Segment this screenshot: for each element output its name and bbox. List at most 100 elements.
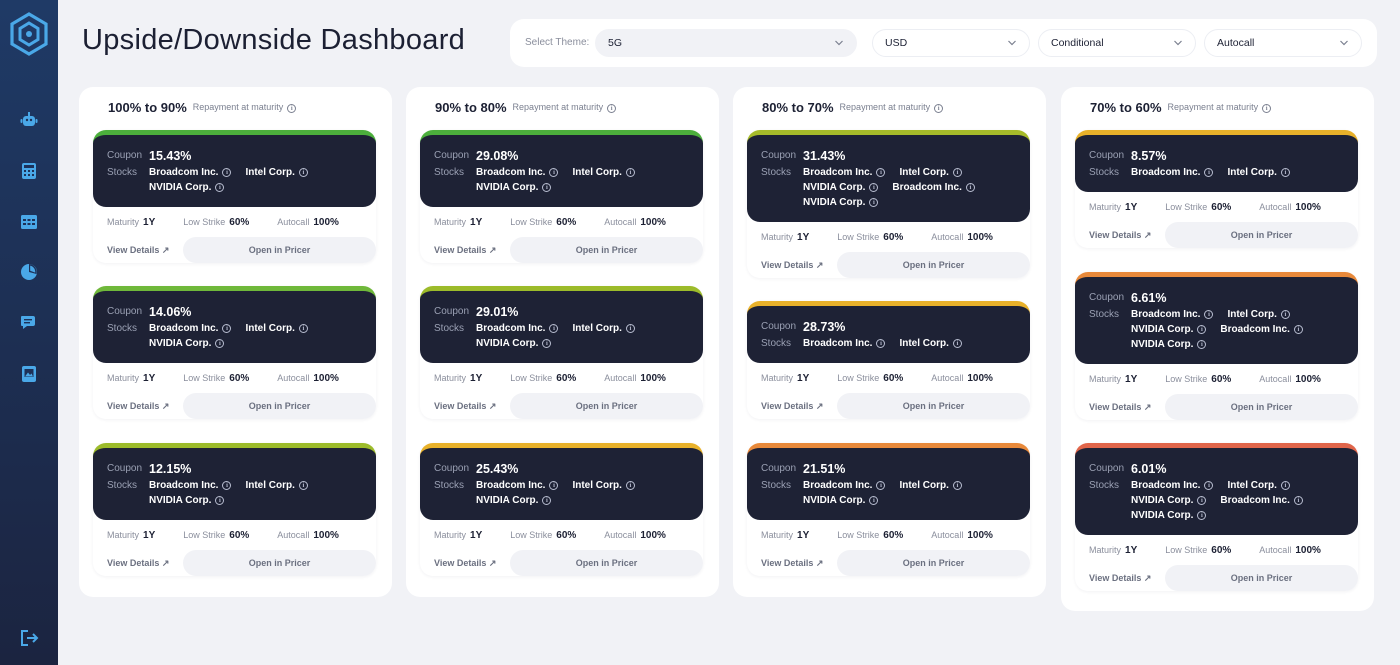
info-icon[interactable]: i — [287, 103, 297, 113]
info-icon[interactable]: i — [1262, 103, 1272, 113]
stock-item[interactable]: Intel Corp. i — [1227, 309, 1290, 320]
info-icon[interactable]: i — [298, 323, 308, 333]
nav-calculator[interactable] — [15, 157, 43, 185]
stock-item[interactable]: Intel Corp. i — [899, 338, 962, 349]
theme-select[interactable]: 5G — [595, 29, 857, 57]
info-icon[interactable]: i — [876, 167, 886, 177]
open-in-pricer-button[interactable]: Open in Pricer — [510, 393, 703, 419]
stock-item[interactable]: NVIDIA Corp. i — [803, 182, 879, 193]
stock-item[interactable]: Broadcom Inc. i — [149, 323, 232, 334]
stock-item[interactable]: NVIDIA Corp. i — [1131, 510, 1207, 521]
info-icon[interactable]: i — [215, 182, 225, 192]
stock-item[interactable]: NVIDIA Corp. i — [476, 182, 552, 193]
info-icon[interactable]: i — [298, 167, 308, 177]
info-icon[interactable]: i — [952, 167, 962, 177]
stock-item[interactable]: Intel Corp. i — [899, 480, 962, 491]
info-icon[interactable]: i — [549, 480, 559, 490]
stock-item[interactable]: Intel Corp. i — [572, 480, 635, 491]
info-icon[interactable]: i — [1293, 324, 1303, 334]
open-in-pricer-button[interactable]: Open in Pricer — [510, 237, 703, 263]
stock-item[interactable]: NVIDIA Corp. i — [149, 182, 225, 193]
info-icon[interactable]: i — [1280, 480, 1290, 490]
info-icon[interactable]: i — [542, 495, 552, 505]
view-details-link[interactable]: View Details ↗ — [761, 401, 837, 412]
open-in-pricer-button[interactable]: Open in Pricer — [1165, 394, 1358, 420]
info-icon[interactable]: i — [549, 167, 559, 177]
open-in-pricer-button[interactable]: Open in Pricer — [183, 393, 376, 419]
info-icon[interactable]: i — [1204, 480, 1214, 490]
stock-item[interactable]: NVIDIA Corp. i — [476, 338, 552, 349]
view-details-link[interactable]: View Details ↗ — [1089, 230, 1165, 241]
stock-item[interactable]: Broadcom Inc. i — [892, 182, 975, 193]
info-icon[interactable]: i — [1204, 167, 1214, 177]
info-icon[interactable]: i — [934, 103, 944, 113]
stock-item[interactable]: Broadcom Inc. i — [149, 480, 232, 491]
stock-item[interactable]: NVIDIA Corp. i — [149, 495, 225, 506]
stock-item[interactable]: Intel Corp. i — [245, 323, 308, 334]
info-icon[interactable]: i — [1197, 339, 1207, 349]
stock-item[interactable]: Intel Corp. i — [1227, 480, 1290, 491]
stock-item[interactable]: NVIDIA Corp. i — [803, 197, 879, 208]
info-icon[interactable]: i — [1280, 167, 1290, 177]
view-details-link[interactable]: View Details ↗ — [107, 401, 183, 412]
stock-item[interactable]: Intel Corp. i — [899, 167, 962, 178]
stock-item[interactable]: NVIDIA Corp. i — [803, 495, 879, 506]
view-details-link[interactable]: View Details ↗ — [107, 245, 183, 256]
view-details-link[interactable]: View Details ↗ — [1089, 573, 1165, 584]
stock-item[interactable]: Broadcom Inc. i — [803, 338, 886, 349]
view-details-link[interactable]: View Details ↗ — [434, 558, 510, 569]
info-icon[interactable]: i — [298, 480, 308, 490]
app-logo-icon[interactable] — [9, 12, 49, 56]
stock-item[interactable]: Intel Corp. i — [245, 480, 308, 491]
info-icon[interactable]: i — [222, 480, 232, 490]
info-icon[interactable]: i — [215, 495, 225, 505]
info-icon[interactable]: i — [1197, 510, 1207, 520]
currency-select[interactable]: USD — [872, 29, 1030, 57]
info-icon[interactable]: i — [625, 167, 635, 177]
stock-item[interactable]: Intel Corp. i — [1227, 167, 1290, 178]
info-icon[interactable]: i — [542, 182, 552, 192]
info-icon[interactable]: i — [1280, 309, 1290, 319]
open-in-pricer-button[interactable]: Open in Pricer — [183, 550, 376, 576]
info-icon[interactable]: i — [869, 495, 879, 505]
info-icon[interactable]: i — [876, 480, 886, 490]
info-icon[interactable]: i — [952, 338, 962, 348]
view-details-link[interactable]: View Details ↗ — [434, 245, 510, 256]
info-icon[interactable]: i — [1204, 309, 1214, 319]
stock-item[interactable]: Broadcom Inc. i — [1220, 495, 1303, 506]
stock-item[interactable]: NVIDIA Corp. i — [1131, 324, 1207, 335]
stock-item[interactable]: Intel Corp. i — [572, 323, 635, 334]
info-icon[interactable]: i — [952, 480, 962, 490]
info-icon[interactable]: i — [607, 103, 617, 113]
open-in-pricer-button[interactable]: Open in Pricer — [1165, 222, 1358, 248]
stock-item[interactable]: Broadcom Inc. i — [1131, 167, 1214, 178]
stock-item[interactable]: Broadcom Inc. i — [476, 167, 559, 178]
nav-image-book[interactable] — [15, 360, 43, 388]
info-icon[interactable]: i — [549, 323, 559, 333]
stock-item[interactable]: Intel Corp. i — [572, 167, 635, 178]
info-icon[interactable]: i — [1293, 495, 1303, 505]
view-details-link[interactable]: View Details ↗ — [107, 558, 183, 569]
view-details-link[interactable]: View Details ↗ — [761, 260, 837, 271]
info-icon[interactable]: i — [215, 338, 225, 348]
stock-item[interactable]: Broadcom Inc. i — [476, 480, 559, 491]
stock-item[interactable]: Broadcom Inc. i — [1131, 309, 1214, 320]
product-select[interactable]: Autocall — [1204, 29, 1362, 57]
info-icon[interactable]: i — [222, 167, 232, 177]
stock-item[interactable]: Broadcom Inc. i — [803, 167, 886, 178]
nav-table[interactable] — [15, 208, 43, 236]
open-in-pricer-button[interactable]: Open in Pricer — [837, 252, 1030, 278]
nav-pie-chart[interactable] — [15, 258, 43, 286]
open-in-pricer-button[interactable]: Open in Pricer — [837, 550, 1030, 576]
info-icon[interactable]: i — [625, 480, 635, 490]
nav-logout[interactable] — [15, 624, 43, 652]
info-icon[interactable]: i — [1197, 495, 1207, 505]
info-icon[interactable]: i — [965, 182, 975, 192]
info-icon[interactable]: i — [1197, 324, 1207, 334]
open-in-pricer-button[interactable]: Open in Pricer — [510, 550, 703, 576]
open-in-pricer-button[interactable]: Open in Pricer — [837, 393, 1030, 419]
info-icon[interactable]: i — [542, 338, 552, 348]
stock-item[interactable]: Broadcom Inc. i — [1131, 480, 1214, 491]
stock-item[interactable]: Broadcom Inc. i — [803, 480, 886, 491]
type-select[interactable]: Conditional — [1038, 29, 1196, 57]
